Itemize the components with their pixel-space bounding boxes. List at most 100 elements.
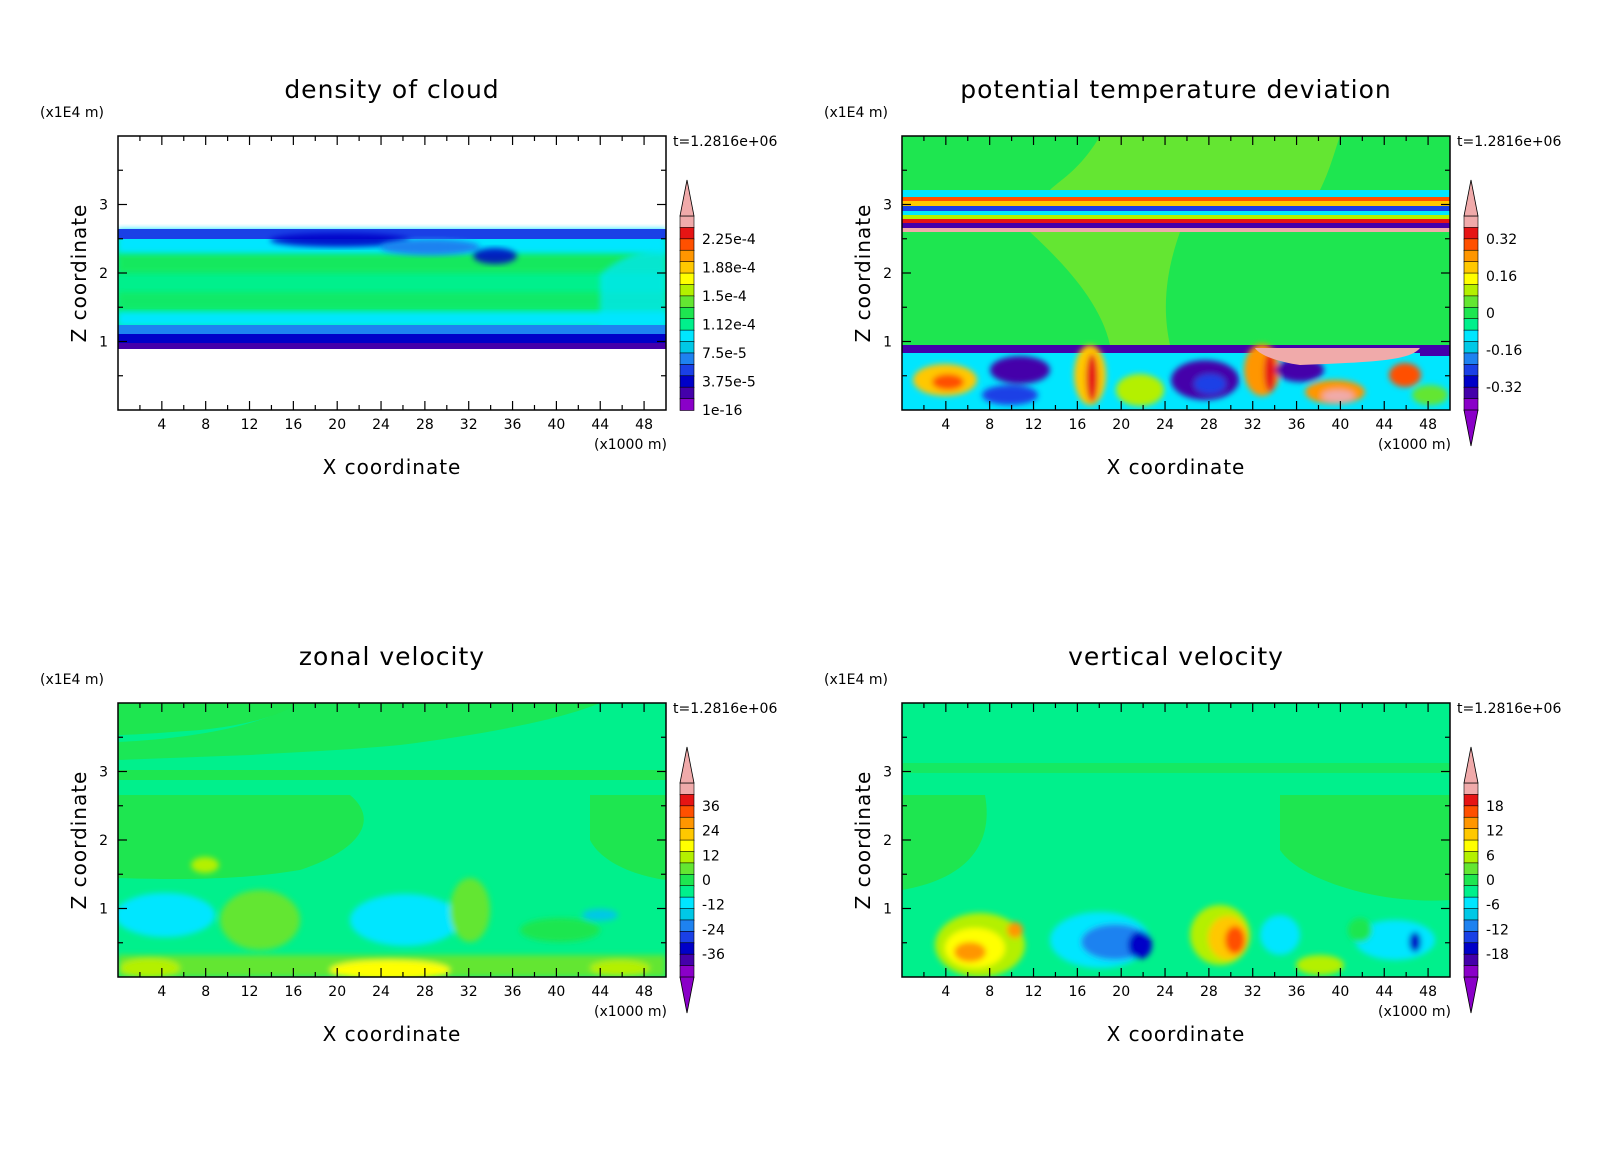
colorbar-segment (1463, 238, 1479, 252)
colorbar-segment (1463, 805, 1479, 819)
colorbar-segment (1463, 227, 1479, 240)
x-tick-label: 32 (1244, 417, 1262, 433)
colorbar-label: 0 (1486, 873, 1495, 889)
colorbar-segment (1463, 364, 1479, 377)
colorbar-label: -0.16 (1486, 343, 1522, 359)
colorbar-segment (1463, 965, 1479, 978)
colorbar-segment (679, 352, 695, 366)
colorbar-segment (679, 805, 695, 819)
x-unit-label: (x1000 m) (594, 1004, 667, 1020)
chart-title: density of cloud (284, 75, 499, 104)
colorbar-segment (679, 794, 695, 807)
x-tick-label: 40 (1331, 417, 1349, 433)
colorbar-label: 1.5e-4 (702, 289, 747, 305)
x-tick-label: 48 (1419, 984, 1437, 1000)
y-axis-label: Z coordinate (851, 771, 875, 910)
x-tick-label: 36 (1288, 984, 1306, 1000)
y-unit-label: (x1E4 m) (824, 105, 888, 121)
x-tick-label: 8 (985, 984, 994, 1000)
x-tick-label: 16 (284, 984, 302, 1000)
y-tick-label: 3 (883, 765, 892, 781)
colorbar-segment (679, 386, 695, 400)
x-axis-label: X coordinate (1107, 1022, 1246, 1046)
x-tick-label: 48 (1419, 417, 1437, 433)
x-axis-label: X coordinate (323, 1022, 462, 1046)
colorbar-label: 7.5e-5 (702, 346, 747, 362)
x-tick-label: 16 (1068, 984, 1086, 1000)
colorbar-max-arrow (679, 179, 695, 217)
y-unit-label: (x1E4 m) (40, 105, 104, 121)
colorbar-label: 1.12e-4 (702, 317, 756, 333)
x-tick-label: 24 (1156, 984, 1174, 1000)
plot-field (118, 136, 666, 410)
colorbar-segment (679, 965, 695, 978)
colorbar-segment (679, 782, 695, 796)
colorbar-label: 0.32 (1486, 232, 1517, 248)
x-unit-label: (x1000 m) (1378, 437, 1451, 453)
panel-vertical-velocity: vertical velocity (x1E4 m) t=1.2816e+06 (824, 642, 1561, 1046)
x-tick-label: 8 (201, 984, 210, 1000)
colorbar-segment (1463, 908, 1479, 921)
colorbar-segment (679, 364, 695, 377)
colorbar-segment (1463, 919, 1479, 933)
colorbar-segment (1463, 352, 1479, 366)
colorbar-segment (1463, 386, 1479, 400)
x-tick-label: 4 (157, 984, 166, 1000)
x-tick-label: 4 (941, 984, 950, 1000)
colorbar-label: 3.75e-5 (702, 374, 756, 390)
colorbar-label: 1e-16 (702, 403, 742, 419)
y-tick-label: 2 (99, 266, 108, 282)
x-tick-label: 40 (547, 984, 565, 1000)
colorbar-label: 24 (702, 824, 720, 840)
x-tick-label: 16 (284, 417, 302, 433)
time-label: t=1.2816e+06 (1457, 701, 1561, 717)
x-tick-label: 24 (372, 417, 390, 433)
x-tick-label: 28 (416, 984, 434, 1000)
y-tick-label: 1 (99, 335, 108, 351)
x-tick-label: 12 (1025, 417, 1043, 433)
colorbar-label: -18 (1486, 947, 1509, 963)
colorbar-label: -12 (702, 898, 725, 914)
colorbar-label: -24 (702, 922, 725, 938)
x-tick-label: 24 (1156, 417, 1174, 433)
colorbar-segment (679, 318, 695, 331)
x-tick-label: 32 (1244, 984, 1262, 1000)
colorbar-segment (1463, 794, 1479, 807)
chart-title: zonal velocity (299, 642, 485, 671)
colorbar-segment (1463, 931, 1479, 944)
x-tick-label: 44 (591, 417, 609, 433)
y-unit-label: (x1E4 m) (40, 672, 104, 688)
colorbar-segment (1463, 295, 1479, 309)
x-tick-label: 20 (1112, 984, 1130, 1000)
colorbar-segment (1463, 816, 1479, 830)
colorbar-segment (679, 896, 695, 910)
colorbar-segment (679, 284, 695, 297)
chart-title: vertical velocity (1068, 642, 1284, 671)
x-tick-label: 44 (1375, 984, 1393, 1000)
x-tick-label: 40 (547, 417, 565, 433)
colorbar-segment (679, 249, 695, 263)
x-tick-label: 28 (1200, 417, 1218, 433)
x-tick-label: 16 (1068, 417, 1086, 433)
colorbar-label: -0.32 (1486, 380, 1522, 396)
colorbar-segment (679, 885, 695, 898)
colorbar-max-arrow (679, 746, 695, 784)
colorbar-segment (1463, 341, 1479, 354)
colorbar: 18 12 6 0 -6 -12 -18 (1463, 746, 1509, 1014)
x-tick-label: 44 (1375, 417, 1393, 433)
colorbar-label: 12 (702, 848, 720, 864)
x-tick-label: 4 (157, 417, 166, 433)
y-axis-label: Z coordinate (851, 204, 875, 343)
x-tick-label: 20 (328, 417, 346, 433)
colorbar-segment (679, 839, 695, 853)
x-unit-label: (x1000 m) (594, 437, 667, 453)
colorbar-segment (679, 942, 695, 955)
colorbar: 2.25e-4 1.88e-4 1.5e-4 1.12e-4 7.5e-5 3.75e-5… (679, 179, 756, 419)
colorbar-segment (1463, 375, 1479, 388)
colorbar-segment (679, 873, 695, 887)
y-tick-label: 1 (883, 902, 892, 918)
time-label: t=1.2816e+06 (1457, 134, 1561, 150)
